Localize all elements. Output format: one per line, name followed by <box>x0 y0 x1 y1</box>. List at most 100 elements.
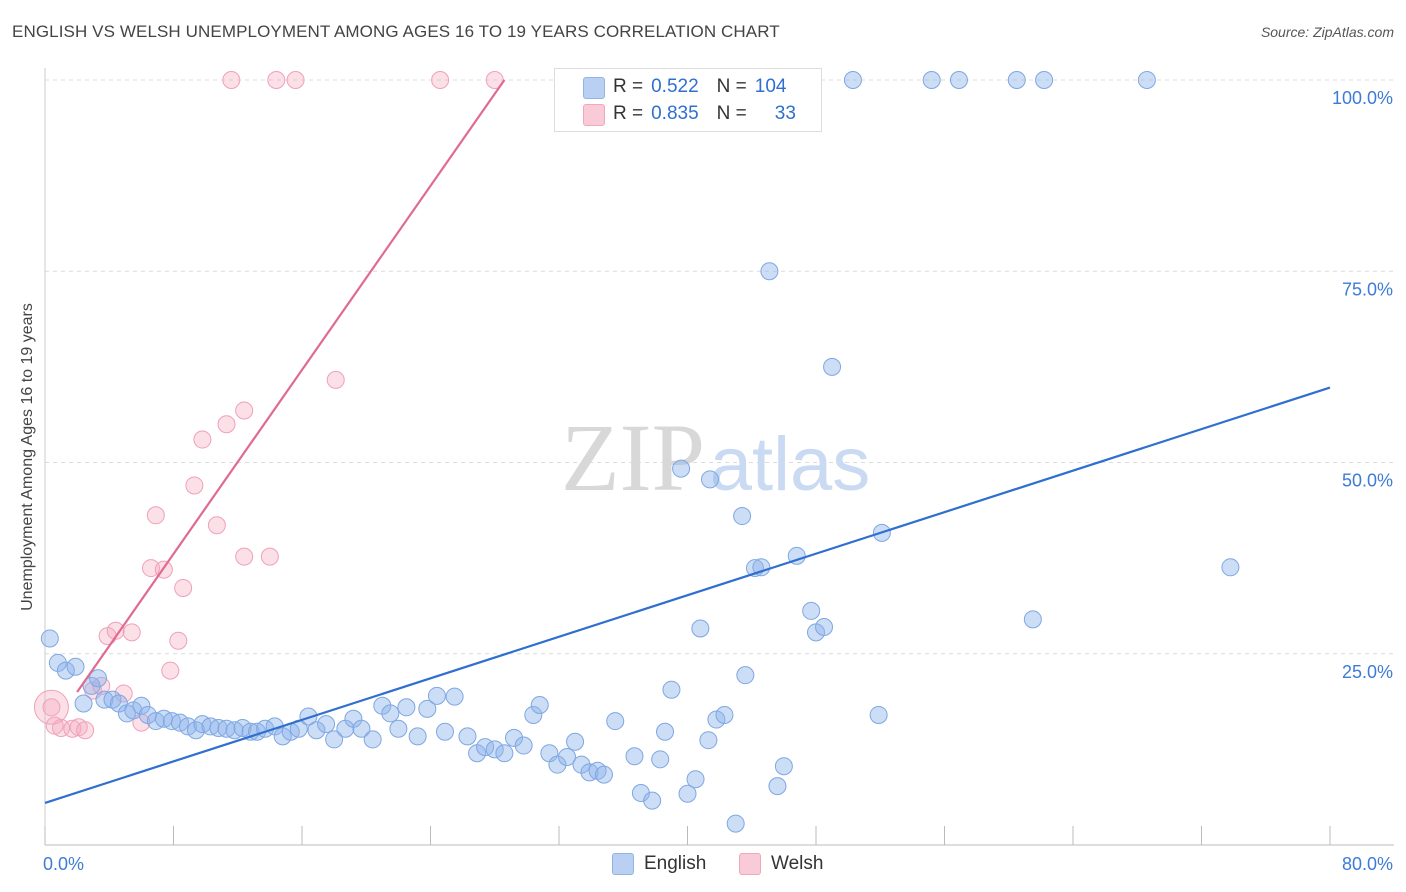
english-point <box>427 686 446 705</box>
welsh-point <box>114 684 133 703</box>
legend-r-value: 0.522 <box>651 76 699 97</box>
english-point <box>514 736 533 755</box>
trendlines <box>44 79 1331 804</box>
watermark-zip: ZIP <box>561 404 705 511</box>
english-point <box>606 712 625 731</box>
english-point <box>733 507 752 526</box>
welsh-point <box>106 621 125 640</box>
legend-welsh-swatch <box>583 104 605 126</box>
welsh-point <box>174 578 193 597</box>
english-point <box>435 722 454 741</box>
welsh-trendline <box>76 79 506 693</box>
legend-r-label: R = <box>613 76 644 97</box>
english-point <box>445 687 464 706</box>
welsh-point <box>207 516 226 535</box>
english-point <box>505 728 524 747</box>
english-point <box>1007 71 1026 89</box>
english-point <box>66 657 85 676</box>
english-point <box>768 777 787 796</box>
english-point <box>656 722 675 741</box>
english-point <box>458 727 477 746</box>
english-point <box>418 699 437 718</box>
bottom-legend-english-label: English <box>644 853 707 874</box>
english-point <box>74 694 93 713</box>
y-tick-label: 50.0% <box>1342 471 1393 491</box>
english-point <box>485 740 504 759</box>
english-point <box>566 732 585 751</box>
welsh-point <box>260 547 279 566</box>
y-tick-label: 25.0% <box>1342 662 1393 682</box>
welsh-point <box>193 430 212 449</box>
legend-row-english: R = 0.522 N = 104 <box>613 75 786 99</box>
english-point <box>774 757 793 776</box>
english-point <box>802 601 821 620</box>
english-point <box>662 680 681 699</box>
english-point <box>89 669 108 688</box>
bottom-legend-english-swatch <box>612 853 634 875</box>
english-point <box>843 71 862 89</box>
english-point <box>815 617 834 636</box>
welsh-point <box>63 719 82 738</box>
english-point <box>389 719 408 738</box>
english-point <box>307 721 326 740</box>
english-point <box>1221 558 1240 577</box>
english-point <box>381 704 400 723</box>
legend-r-label: R = <box>613 103 644 124</box>
english-point <box>40 629 59 648</box>
bottom-legend-welsh-label: Welsh <box>771 853 824 874</box>
english-point <box>317 715 336 734</box>
stats-legend: R = 0.522 N = 104 R = 0.835 N = 33 <box>554 68 822 132</box>
bottom-legend-welsh-swatch <box>739 853 761 875</box>
english-point <box>408 727 427 746</box>
english-point <box>686 770 705 789</box>
watermark: ZIP atlas <box>561 404 870 511</box>
legend-n-label: N = <box>716 76 747 97</box>
welsh-point <box>146 506 165 525</box>
legend-r-value: 0.835 <box>651 103 699 124</box>
english-point <box>1137 71 1156 89</box>
welsh-point <box>235 401 254 420</box>
legend-english-swatch <box>583 77 605 99</box>
welsh-point <box>76 721 95 740</box>
english-point <box>524 705 543 724</box>
english-point <box>700 470 719 489</box>
english-point <box>787 546 806 565</box>
english-trendline <box>44 386 1331 804</box>
welsh-point <box>122 623 141 642</box>
legend-row-welsh: R = 0.835 N = 33 <box>613 102 796 126</box>
welsh-point <box>235 547 254 566</box>
english-point <box>594 765 613 784</box>
english-point <box>530 696 549 715</box>
english-point <box>1023 610 1042 629</box>
legend-n-value: 33 <box>774 103 796 124</box>
welsh-point <box>267 71 286 89</box>
welsh-point <box>326 370 345 389</box>
chart-title: ENGLISH VS WELSH UNEMPLOYMENT AMONG AGES… <box>12 22 780 41</box>
english-point <box>397 698 416 717</box>
english-point <box>672 459 691 478</box>
english-point <box>869 705 888 724</box>
welsh-point <box>142 559 161 578</box>
english-point <box>922 71 941 89</box>
welsh-point <box>169 631 188 650</box>
english-point <box>752 558 771 577</box>
english-point <box>625 747 644 766</box>
legend-n-label: N = <box>716 103 747 124</box>
x-tick-label: 80.0% <box>1342 854 1393 874</box>
grid-lines <box>45 79 1394 655</box>
english-points <box>40 71 1240 833</box>
english-point <box>82 676 101 695</box>
english-point <box>678 784 697 803</box>
english-point <box>495 744 514 763</box>
english-point <box>691 619 710 638</box>
english-point <box>760 262 779 281</box>
welsh-point <box>185 476 204 495</box>
y-tick-label: 75.0% <box>1342 279 1393 299</box>
source-credit: Source: ZipAtlas.com <box>1260 24 1394 40</box>
english-point <box>352 719 371 738</box>
tick-labels: 25.0% 50.0% 75.0% 100.0% 0.0% 80.0% <box>43 88 1393 874</box>
english-point <box>643 791 662 810</box>
english-point <box>651 750 670 769</box>
welsh-point <box>217 415 236 434</box>
